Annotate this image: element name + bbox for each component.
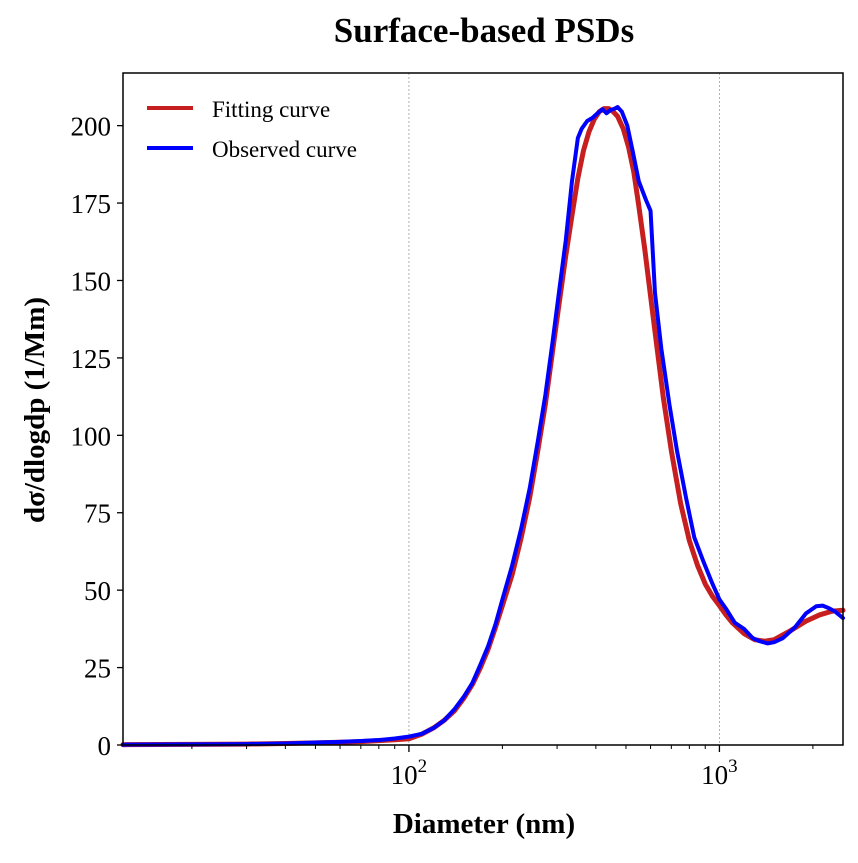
legend-label-observed: Observed curve xyxy=(212,137,357,162)
y-tick-label-7: 175 xyxy=(71,189,112,219)
series-line-observed-curve xyxy=(121,105,845,747)
legend-label-fitting: Fitting curve xyxy=(212,97,330,122)
y-tick-label-3: 75 xyxy=(84,499,111,529)
y-tick-label-6: 150 xyxy=(71,266,112,296)
x-tick-label-1: 103 xyxy=(701,756,738,790)
plot-frame xyxy=(122,72,844,746)
chart-title: Surface-based PSDs xyxy=(334,11,634,50)
axis-layer xyxy=(122,72,844,746)
y-tick-label-8: 200 xyxy=(71,112,112,142)
legend: Fitting curve Observed curve xyxy=(147,97,357,162)
x-tick-label-0: 102 xyxy=(391,756,428,790)
x-axis-label: Diameter (nm) xyxy=(393,808,575,840)
y-tick-label-1: 25 xyxy=(84,654,111,684)
grid-layer xyxy=(408,73,720,745)
x-tick-label-base-0: 10 xyxy=(391,760,418,790)
y-tick-label-4: 100 xyxy=(71,421,112,451)
series-layer xyxy=(120,105,846,748)
y-tick-label-2: 50 xyxy=(84,576,111,606)
x-tick-label-base-1: 10 xyxy=(701,760,728,790)
x-tick-label-exp-1: 3 xyxy=(728,756,738,777)
y-axis-label: dσ/dlogdp (1/Mm) xyxy=(19,297,51,523)
x-tick-label-exp-0: 2 xyxy=(418,756,428,777)
y-tick-label-5: 125 xyxy=(71,344,112,374)
y-tick-label-0: 0 xyxy=(98,731,112,761)
